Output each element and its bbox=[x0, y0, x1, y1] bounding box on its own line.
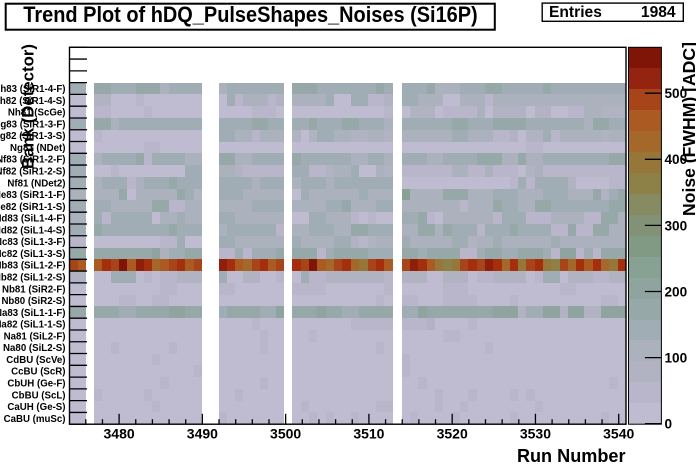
svg-text:Run Number: Run Number bbox=[517, 446, 626, 466]
svg-text:CcBU (ScR): CcBU (ScR) bbox=[11, 367, 65, 378]
svg-text:0: 0 bbox=[665, 417, 673, 432]
svg-text:CaBU (muSc): CaBU (muSc) bbox=[4, 414, 66, 425]
svg-text:Entries: Entries bbox=[549, 4, 602, 21]
svg-text:Ng81 (NDet): Ng81 (NDet) bbox=[10, 143, 65, 154]
svg-text:Nc82 (SiL1-3-S): Nc82 (SiL1-3-S) bbox=[0, 249, 66, 260]
svg-text:Nf82 (SiR1-2-S): Nf82 (SiR1-2-S) bbox=[0, 166, 66, 177]
svg-text:Trend Plot of hDQ_PulseShapes_: Trend Plot of hDQ_PulseShapes_Noises (Si… bbox=[23, 2, 477, 27]
svg-text:Noise (FWHM) [ADC]: Noise (FWHM) [ADC] bbox=[679, 42, 696, 216]
svg-text:Nd83 (SiL1-4-F): Nd83 (SiL1-4-F) bbox=[0, 214, 66, 225]
svg-text:Bank (Detector): Bank (Detector) bbox=[19, 44, 38, 169]
svg-text:CdBU (ScVe): CdBU (ScVe) bbox=[6, 355, 65, 366]
svg-text:300: 300 bbox=[665, 218, 688, 233]
svg-text:Nf81 (NDet2): Nf81 (NDet2) bbox=[7, 178, 65, 189]
svg-text:CbUH (Ge-F): CbUH (Ge-F) bbox=[7, 378, 65, 389]
svg-text:Na80 (SiL2-S): Na80 (SiL2-S) bbox=[3, 343, 65, 354]
svg-text:Nb81 (SiR2-F): Nb81 (SiR2-F) bbox=[2, 284, 66, 295]
svg-text:400: 400 bbox=[665, 152, 688, 167]
svg-text:Nh83 (SiR1-4-F): Nh83 (SiR1-4-F) bbox=[0, 84, 66, 95]
svg-text:Nb80 (SiR2-S): Nb80 (SiR2-S) bbox=[1, 296, 65, 307]
svg-text:Nh81 (ScGe): Nh81 (ScGe) bbox=[8, 108, 66, 119]
svg-text:Nb83 (SiL1-2-F): Nb83 (SiL1-2-F) bbox=[0, 261, 66, 272]
svg-text:Nf83 (SiR1-2-F): Nf83 (SiR1-2-F) bbox=[0, 155, 66, 166]
svg-text:3530: 3530 bbox=[520, 426, 551, 442]
svg-text:100: 100 bbox=[665, 351, 688, 366]
svg-text:Na81 (SiL2-F): Na81 (SiL2-F) bbox=[4, 331, 66, 342]
svg-text:500: 500 bbox=[665, 86, 688, 101]
svg-text:Ng82 (SiR1-3-S): Ng82 (SiR1-3-S) bbox=[0, 131, 66, 142]
svg-text:Nh82 (SiR1-4-S): Nh82 (SiR1-4-S) bbox=[0, 96, 66, 107]
svg-text:Ne82 (SiR1-1-S): Ne82 (SiR1-1-S) bbox=[0, 202, 66, 213]
svg-text:Ng83 (SiR1-3-F): Ng83 (SiR1-3-F) bbox=[0, 119, 66, 130]
svg-text:Nb82 (SiL1-2-S): Nb82 (SiL1-2-S) bbox=[0, 272, 66, 283]
svg-text:Nd82 (SiL1-4-S): Nd82 (SiL1-4-S) bbox=[0, 225, 66, 236]
svg-text:CbBU (ScL): CbBU (ScL) bbox=[12, 390, 66, 401]
svg-text:3500: 3500 bbox=[270, 426, 301, 442]
svg-text:CaUH (Ge-S): CaUH (Ge-S) bbox=[7, 402, 65, 413]
svg-text:Nc83 (SiL1-3-F): Nc83 (SiL1-3-F) bbox=[0, 237, 66, 248]
svg-text:Na83 (SiL1-1-F): Na83 (SiL1-1-F) bbox=[0, 308, 66, 319]
svg-text:3510: 3510 bbox=[353, 426, 384, 442]
svg-text:1984: 1984 bbox=[641, 4, 676, 21]
svg-text:Na82 (SiL1-1-S): Na82 (SiL1-1-S) bbox=[0, 320, 66, 331]
svg-text:3480: 3480 bbox=[104, 426, 135, 442]
svg-text:200: 200 bbox=[665, 284, 688, 299]
svg-text:3490: 3490 bbox=[187, 426, 218, 442]
svg-text:Ne83 (SiR1-1-F): Ne83 (SiR1-1-F) bbox=[0, 190, 66, 201]
svg-text:3520: 3520 bbox=[437, 426, 468, 442]
svg-text:3540: 3540 bbox=[603, 426, 634, 442]
